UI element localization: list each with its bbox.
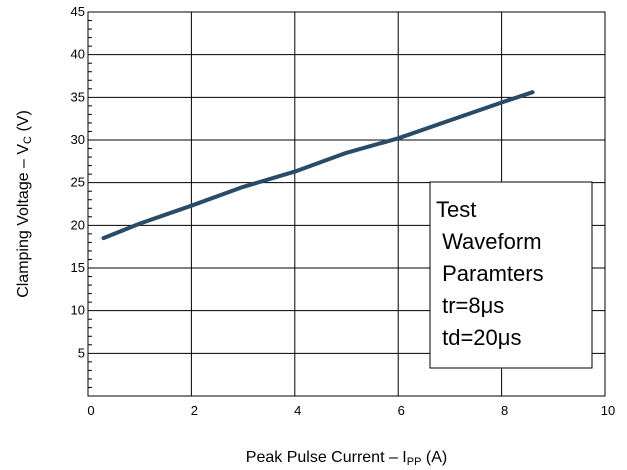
annotation-line: Test	[436, 197, 476, 222]
y-tick-label: 20	[71, 217, 85, 232]
x-tick-labels: 0 2 4 6 8 10	[87, 403, 615, 418]
x-tick-label: 4	[294, 403, 301, 418]
x-tick-label: 10	[601, 403, 615, 418]
plot-frame	[87, 11, 606, 397]
test-waveform-box: Test Waveform Paramters tr=8μs td=20μs	[429, 181, 593, 369]
x-axis-title: Peak Pulse Current – IPP (A)	[246, 449, 447, 468]
y-tick-label: 10	[71, 303, 85, 318]
series-line	[101, 90, 535, 241]
y-axis-title-suffix: (V)	[15, 110, 32, 136]
y-tick-label: 30	[71, 132, 85, 147]
grid	[88, 12, 605, 396]
annotation-line: tr=8μs	[436, 293, 504, 318]
y-tick-labels: 5 10 15 20 25 30 35 40 45	[71, 4, 85, 360]
annotation-line: td=20μs	[436, 325, 521, 350]
y-axis-title-sub: C	[22, 136, 34, 144]
x-tick-label: 8	[501, 403, 508, 418]
x-tick-label: 2	[191, 403, 198, 418]
y-tick-label: 45	[71, 4, 85, 19]
y-tick-label: 40	[71, 47, 85, 62]
y-axis-title: Clamping Voltage – VC (V)	[15, 110, 34, 298]
annotation-box	[429, 181, 593, 369]
x-tick-label: 6	[398, 403, 405, 418]
annotation-lines: Test Waveform Paramters tr=8μs td=20μs	[436, 197, 544, 350]
x-axis-title-prefix: Peak Pulse Current – I	[246, 449, 407, 466]
series-layer	[101, 90, 535, 241]
y-axis-title-prefix: Clamping Voltage – V	[15, 144, 32, 298]
x-tick-label: 0	[87, 403, 94, 418]
y-tick-label: 25	[71, 175, 85, 190]
annotation-line: Waveform	[436, 229, 542, 254]
y-tick-label: 5	[78, 345, 85, 360]
x-axis-title-suffix: (A)	[421, 449, 447, 466]
y-tick-label: 15	[71, 260, 85, 275]
annotation-line: Paramters	[436, 261, 544, 286]
x-axis-title-sub: PP	[407, 456, 422, 468]
y-tick-label: 35	[71, 89, 85, 104]
minor-ticks	[88, 20, 92, 388]
